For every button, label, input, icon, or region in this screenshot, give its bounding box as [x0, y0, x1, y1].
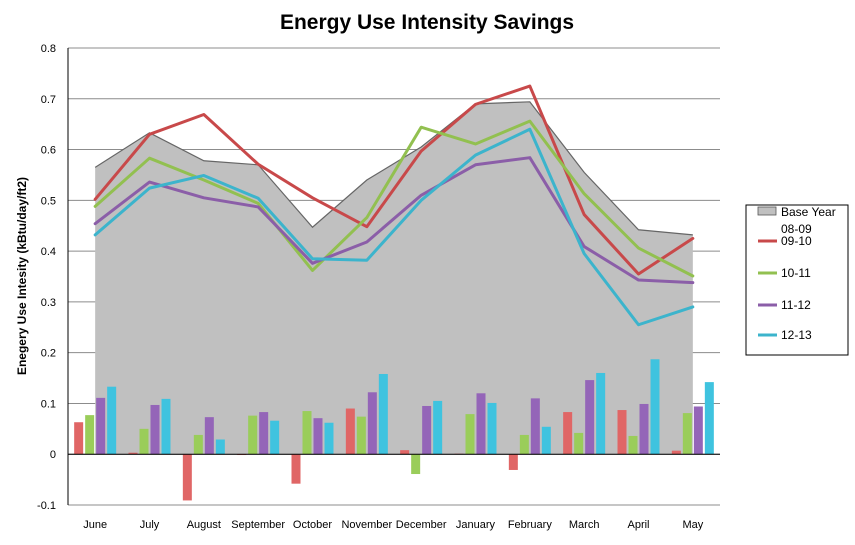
bar-11-12-may [693, 406, 703, 455]
y-tick-label: 0.8 [41, 43, 56, 55]
bar-10-11-february [519, 434, 529, 455]
x-tick-label-november: November [341, 519, 392, 531]
line-11-12 [93, 156, 695, 285]
bar-11-12-november [367, 392, 377, 455]
bar-12-13-august [215, 439, 225, 455]
bar-10-11-november [356, 416, 366, 455]
bar-11-12-april [639, 403, 649, 455]
x-tick-label-october: October [293, 519, 332, 531]
bar-12-13-march [596, 372, 606, 455]
legend: Base Year 08-09 09-10 10-11 11-12 12-13 [745, 204, 849, 356]
legend-series: 09-10 10-11 11-12 12-13 [758, 234, 812, 342]
y-tick-label: 0.2 [41, 348, 56, 360]
bar-10-11-january [465, 414, 475, 455]
legend-label-10-11: 10-11 [781, 266, 811, 280]
bar-12-13-september [270, 420, 280, 455]
legend-label-12-13: 12-13 [781, 328, 812, 342]
bar-11-12-march [585, 380, 595, 455]
bar-10-11-april [628, 435, 638, 455]
bar-09-10-december [400, 450, 410, 455]
line-09-10 [93, 84, 695, 276]
chart-title: Energy Use Intensity Savings [280, 11, 574, 34]
bar-11-12-october [313, 418, 323, 455]
legend-label-11-12: 11-12 [781, 298, 811, 312]
x-tick-label-april: April [627, 519, 649, 531]
y-tick-label: -0.1 [37, 500, 56, 512]
bar-11-12-august [204, 417, 214, 455]
bar-12-13-february [541, 426, 551, 455]
bar-12-13-july [161, 398, 171, 455]
line-12-13 [93, 127, 695, 327]
bar-11-12-january [476, 393, 486, 455]
y-axis-label: Enegery Use Intesity (kBtu/day/ft2) [15, 177, 29, 375]
bar-10-11-december [411, 454, 421, 475]
bar-10-11-june [85, 415, 95, 455]
series-lines [93, 84, 695, 327]
y-tick-label: 0.5 [41, 195, 56, 207]
bar-12-13-may [704, 382, 714, 455]
axes [67, 48, 720, 505]
x-tick-label-august: August [187, 519, 221, 531]
x-tick-labels: June July August September October November De… [83, 519, 703, 531]
bar-09-10-april [617, 410, 627, 455]
legend-label-09-10: 09-10 [781, 234, 812, 248]
legend-label-base-year-line1: Base Year [781, 205, 836, 219]
x-tick-label-january: January [456, 519, 496, 531]
y-tick-label: 0.3 [41, 297, 56, 309]
bar-11-12-december [422, 405, 432, 455]
bar-10-11-may [682, 413, 692, 455]
bar-11-12-february [530, 398, 540, 455]
y-tick-label: 0.1 [41, 398, 56, 410]
x-tick-label-february: February [508, 519, 553, 531]
bar-09-10-october [291, 454, 301, 484]
bar-12-13-december [433, 400, 443, 455]
bar-09-10-july [128, 452, 138, 455]
bar-09-10-march [563, 412, 573, 455]
base-year-area-fill [95, 101, 693, 455]
y-tick-label: 0.7 [41, 94, 56, 106]
bar-10-11-august [193, 434, 203, 455]
bar-10-11-march [574, 432, 584, 455]
bar-11-12-june [96, 397, 106, 455]
bar-09-10-may [671, 450, 681, 455]
x-tick-label-july: July [140, 519, 160, 531]
bar-12-13-april [650, 359, 660, 455]
x-tick-label-december: December [396, 519, 447, 531]
y-tick-label: 0 [50, 449, 56, 461]
bar-10-11-september [248, 415, 258, 455]
bar-12-13-october [324, 422, 334, 455]
bar-09-10-november [345, 408, 355, 455]
bar-12-13-june [107, 386, 117, 455]
bar-11-12-july [150, 404, 160, 455]
y-tick-labels: -0.1 0 0.1 0.2 0.3 0.4 0.5 0.6 0.7 0.8 [37, 43, 56, 512]
bar-11-12-september [259, 412, 269, 455]
bar-12-13-november [378, 373, 388, 455]
base-year-area-edge [94, 101, 693, 236]
x-tick-label-june: June [83, 519, 107, 531]
x-tick-label-september: September [231, 519, 285, 531]
legend-box [745, 204, 849, 356]
bar-12-13-january [487, 402, 497, 455]
y-tick-label: 0.6 [41, 145, 56, 157]
x-tick-label-march: March [569, 519, 600, 531]
y-tick-label: 0.4 [41, 246, 56, 258]
base-year-area [94, 101, 693, 455]
x-tick-label-may: May [682, 519, 703, 531]
bar-09-10-june [74, 422, 84, 455]
savings-bars [74, 359, 714, 501]
bar-09-10-august [182, 454, 192, 501]
bar-09-10-february [508, 454, 518, 470]
bar-10-11-october [302, 411, 312, 455]
bar-10-11-july [139, 428, 149, 455]
legend-swatch-base-year [757, 206, 777, 216]
legend-label-base-year-line2: 08-09 [781, 222, 812, 236]
